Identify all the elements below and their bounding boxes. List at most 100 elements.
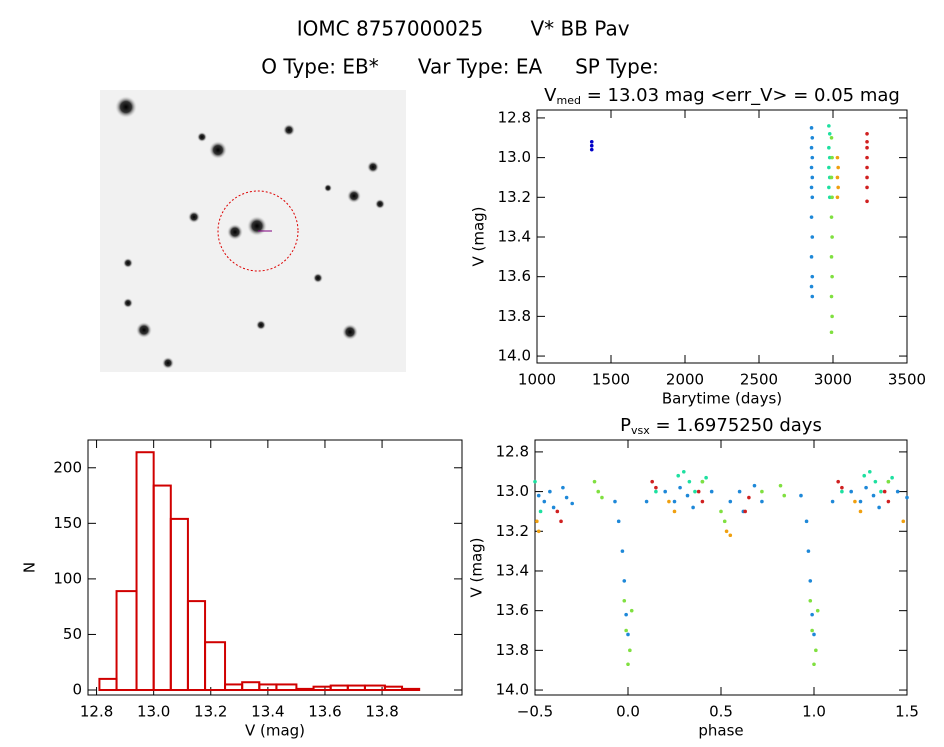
point: [682, 469, 686, 474]
x-axis-label: Barytime (days): [662, 390, 782, 408]
x-axis-label: phase: [698, 722, 743, 740]
y-tick-label: 150: [53, 514, 82, 532]
point: [704, 475, 708, 480]
header-name: V* BB Pav: [530, 17, 629, 41]
point: [809, 145, 814, 150]
point: [835, 175, 840, 180]
y-tick-label: 12.8: [496, 442, 529, 460]
point: [830, 314, 834, 319]
point: [752, 483, 757, 488]
point: [536, 493, 541, 498]
point: [693, 489, 697, 494]
y-tick-label: 100: [53, 569, 82, 587]
point: [827, 185, 831, 190]
star: [115, 96, 137, 118]
point: [555, 509, 560, 514]
point: [628, 648, 632, 653]
point: [672, 499, 677, 504]
histogram-bar: [135, 451, 155, 691]
point: [691, 505, 695, 510]
point: [650, 479, 654, 484]
y-axis-label: V (mag): [470, 206, 488, 266]
point: [622, 598, 627, 603]
point: [654, 485, 658, 490]
point: [827, 165, 831, 170]
y-tick-label: 13.8: [498, 307, 531, 325]
point: [849, 489, 853, 494]
point: [809, 215, 814, 219]
point: [865, 199, 869, 204]
star: [123, 298, 133, 308]
x-tick-label: 1000: [518, 371, 556, 389]
x-tick-label: 0.5: [709, 703, 733, 721]
point: [868, 469, 872, 474]
point: [808, 598, 813, 603]
chart-title: Pvsx = 1.6975250 days: [620, 415, 822, 437]
point: [624, 628, 628, 633]
point: [829, 175, 834, 180]
star: [123, 258, 133, 268]
point: [862, 473, 867, 478]
header-sptype: SP Type:: [575, 55, 659, 79]
star: [162, 357, 174, 369]
point: [877, 505, 881, 510]
x-tick-label: 1.5: [895, 703, 919, 721]
point: [865, 165, 869, 170]
histogram-bar: [275, 683, 298, 692]
point: [830, 274, 834, 279]
plot-frame: [87, 439, 463, 696]
point: [600, 495, 604, 500]
histogram-bar: [98, 677, 118, 692]
point: [882, 489, 887, 494]
point: [810, 294, 815, 299]
point: [810, 628, 814, 633]
point: [663, 489, 667, 494]
x-tick-label: 13.6: [308, 703, 341, 721]
y-tick-label: 13.6: [496, 601, 529, 619]
y-tick-label: 13.4: [496, 561, 529, 579]
point: [886, 479, 891, 484]
y-tick-label: 12.8: [498, 108, 531, 126]
point: [728, 499, 733, 504]
point: [743, 509, 747, 514]
plot-frame: [534, 439, 908, 696]
point: [809, 284, 814, 289]
point: [865, 155, 869, 160]
point: [812, 662, 816, 667]
point: [589, 143, 594, 148]
point: [672, 509, 677, 514]
point: [724, 529, 729, 534]
point: [864, 485, 868, 490]
histogram-bar: [312, 685, 332, 692]
histogram-bar: [241, 681, 261, 692]
point: [829, 135, 834, 140]
histogram-bar: [224, 683, 244, 692]
star-field: [100, 90, 406, 372]
point: [810, 195, 815, 200]
point: [799, 493, 803, 498]
point: [551, 505, 556, 510]
star: [375, 199, 385, 209]
histogram-bar: [383, 685, 404, 692]
star: [283, 124, 295, 136]
point: [853, 499, 857, 504]
point: [901, 519, 906, 524]
y-tick-label: 13.2: [496, 522, 529, 540]
point: [836, 165, 840, 170]
point: [561, 485, 565, 490]
point: [685, 493, 690, 498]
x-tick-label: 3500: [888, 371, 926, 389]
point: [865, 175, 869, 180]
point: [626, 662, 630, 667]
y-tick-label: 13.6: [498, 267, 531, 285]
point: [538, 509, 543, 514]
point: [812, 632, 816, 637]
point: [871, 493, 876, 498]
point: [815, 608, 820, 613]
x-tick-label: 2000: [666, 371, 704, 389]
point: [827, 124, 831, 128]
y-axis-label: V (mag): [468, 537, 486, 597]
point: [629, 608, 634, 613]
point: [678, 485, 682, 490]
